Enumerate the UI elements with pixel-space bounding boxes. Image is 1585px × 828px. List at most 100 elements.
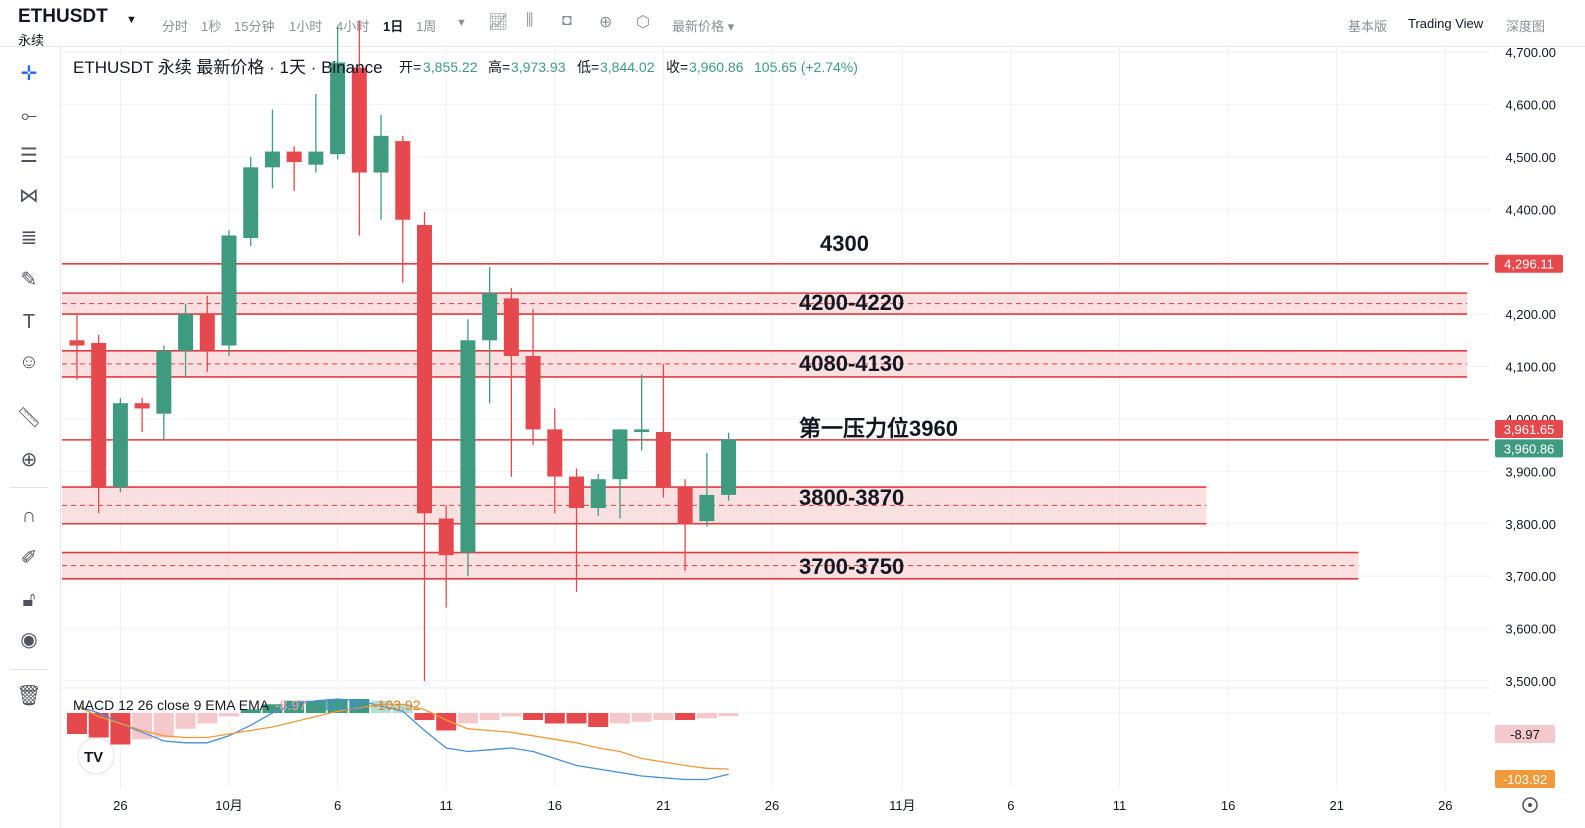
price-tag: 4,296.11 <box>1495 254 1563 273</box>
symbol-caret-icon[interactable]: ▼ <box>126 14 137 26</box>
macd-hist-bar <box>66 713 87 734</box>
toolbar-divider <box>10 669 48 670</box>
candle-body <box>221 235 237 346</box>
magnet-icon[interactable]: ∩ <box>21 505 37 527</box>
candle-body <box>91 342 107 488</box>
horizontal-lines-icon[interactable]: ☰ <box>20 145 38 167</box>
macd-tag-label: -103.92 <box>1503 772 1547 787</box>
candle-body <box>612 429 628 480</box>
axis-settings-icon[interactable] <box>1522 797 1538 813</box>
chart-type-icon[interactable]: 📈︎ <box>488 14 509 31</box>
level-label: 3800-3870 <box>799 485 904 510</box>
text-icon[interactable]: T <box>22 311 36 333</box>
pattern-icon[interactable]: ⋈ <box>19 185 39 207</box>
candle <box>264 109 280 189</box>
grid-lines <box>62 47 1490 790</box>
candle-body <box>286 151 302 163</box>
support-resistance-zones <box>62 262 1489 580</box>
emoji-icon[interactable]: ☺ <box>18 351 40 373</box>
x-tick-label: 11 <box>1113 798 1127 813</box>
camera-icon[interactable]: ◘ <box>562 12 572 29</box>
more-intervals-icon[interactable]: ▼ <box>456 17 467 29</box>
view-depth[interactable]: 深度图 <box>1506 19 1546 34</box>
candle-style-icon[interactable]: ⫼ <box>526 12 534 29</box>
x-tick-label: 11 <box>439 798 453 813</box>
candle-body <box>243 167 259 239</box>
interval-4h[interactable]: 4小时 <box>336 19 370 34</box>
x-tick-label: 11月 <box>889 798 916 813</box>
candle-body <box>590 479 606 509</box>
interval-1s[interactable]: 1秒 <box>201 19 222 34</box>
top-toolbar: ETHUSDT ▼ 永续 分时 1秒 15分钟 1小时 4小时 1日 1周 ▼ … <box>0 0 1585 48</box>
macd-hist-bar <box>696 713 717 719</box>
eye-icon[interactable]: ◉ <box>20 629 38 651</box>
macd-hist-bar <box>718 713 739 717</box>
candle <box>655 363 671 498</box>
price-type-select[interactable]: 最新价格 ▾ <box>672 19 735 34</box>
macd-legend-hist: -8.97 <box>275 697 307 713</box>
interval-timeline[interactable]: 分时 <box>162 19 189 34</box>
legend-open: 3,855.22 <box>423 59 478 75</box>
price-tag-bg <box>1495 420 1563 439</box>
x-tick-label: 21 <box>656 798 670 813</box>
candle-body <box>308 151 324 165</box>
lock-icon[interactable]: 🔓︎ <box>22 589 36 611</box>
candle-body <box>438 518 454 556</box>
candle-body <box>525 356 541 430</box>
x-tick-label: 6 <box>1007 798 1014 813</box>
candle <box>221 230 237 357</box>
trend-line-icon[interactable]: ⟜ <box>21 105 37 127</box>
legend-change: 105.65 (+2.74%) <box>754 59 858 75</box>
macd-pane: -8.97 -103.92 <box>62 698 1555 788</box>
y-tick-label: 3,800.00 <box>1505 517 1556 532</box>
macd-hist-bar <box>327 699 348 713</box>
macd-hist-bar <box>609 713 630 724</box>
settings-icon[interactable]: ⬡ <box>636 14 650 31</box>
view-tradingview[interactable]: Trading View <box>1408 16 1484 31</box>
lock-draw-icon[interactable]: ✐ <box>20 547 38 569</box>
candle <box>308 93 324 173</box>
candle <box>460 319 476 577</box>
tv-logo-mark: TV <box>84 749 103 766</box>
interval-15m[interactable]: 15分钟 <box>234 19 275 34</box>
crosshair-icon[interactable]: ✛ <box>20 63 38 85</box>
brush-icon[interactable]: ✎ <box>20 269 38 291</box>
macd-tag-bg <box>1495 770 1555 788</box>
macd-hist-bar <box>457 713 478 724</box>
candle-body <box>677 487 693 524</box>
macd-signal-line <box>76 703 729 770</box>
zoom-icon[interactable]: ⊕ <box>20 449 38 471</box>
ruler-icon[interactable]: 📏︎ <box>16 407 42 429</box>
view-basic[interactable]: 基本版 <box>1348 19 1388 34</box>
x-tick-label: 16 <box>548 798 562 813</box>
candle <box>178 303 194 377</box>
candle <box>199 295 215 372</box>
candle <box>330 25 346 160</box>
interval-1w[interactable]: 1周 <box>416 19 437 34</box>
fib-icon[interactable]: ≣ <box>20 227 38 249</box>
y-tick-label: 3,900.00 <box>1505 464 1556 479</box>
macd-tag: -8.97 <box>1495 725 1555 743</box>
x-tick-label: 21 <box>1329 798 1343 813</box>
y-tick-label: 4,200.00 <box>1505 307 1556 322</box>
x-tick-label: 26 <box>1438 798 1452 813</box>
candle-body <box>178 314 194 351</box>
symbol-name[interactable]: ETHUSDT <box>18 6 108 27</box>
trash-icon[interactable]: 🗑︎ <box>16 685 42 707</box>
candle <box>612 429 628 519</box>
interval-1d[interactable]: 1日 <box>383 19 404 34</box>
price-tag-label: 3,961.65 <box>1504 422 1555 437</box>
y-tick-label: 4,700.00 <box>1505 45 1556 60</box>
tradingview-logo[interactable]: TV <box>77 737 115 775</box>
candle <box>677 479 693 571</box>
time-axis: 26 10月 6 11 16 21 26 11月 6 11 16 21 26 <box>113 798 1452 813</box>
add-indicator-icon[interactable]: ⊕ <box>599 14 613 31</box>
x-tick-label: 26 <box>765 798 779 813</box>
price-tag-bg <box>1495 254 1563 273</box>
candle-body <box>460 340 476 553</box>
interval-1h[interactable]: 1小时 <box>289 19 323 34</box>
macd-hist-bar <box>305 700 326 713</box>
candle <box>91 335 107 514</box>
macd-hist-bar <box>523 713 544 720</box>
